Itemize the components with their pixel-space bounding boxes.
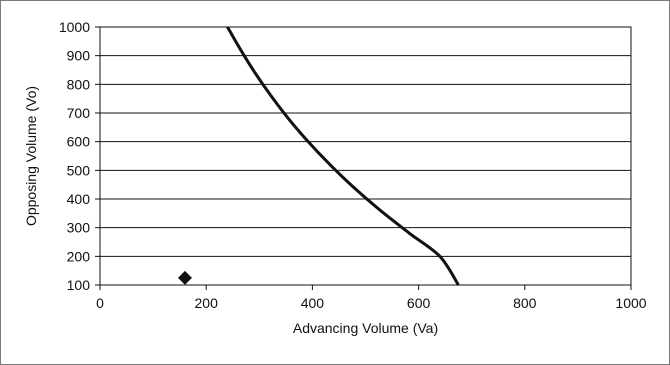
y-tick-label-1000: 1000: [59, 19, 90, 35]
x-tick-label-200: 200: [195, 295, 219, 311]
data-point-diamond-0: [177, 270, 192, 285]
x-tick-label-400: 400: [301, 295, 325, 311]
x-axis-title: Advancing Volume (Va): [293, 320, 438, 336]
y-tick-label-300: 300: [67, 220, 91, 236]
y-tick-label-700: 700: [67, 105, 91, 121]
y-axis-title: Opposing Volume (Vo): [23, 86, 39, 226]
x-axis-ticks: 0 200 400 600 800 1000: [96, 285, 647, 311]
y-tick-label-200: 200: [67, 248, 91, 264]
series-curve-line: [226, 26, 460, 286]
series-layer: [177, 26, 460, 286]
y-tick-label-100: 100: [67, 277, 91, 293]
plot-area: [99, 26, 632, 286]
y-axis-ticks: 100 200 300 400 500 600 700 800 900 1000: [59, 19, 100, 293]
y-tick-label-500: 500: [67, 162, 91, 178]
x-tick-label-0: 0: [96, 295, 104, 311]
x-tick-label-800: 800: [513, 295, 537, 311]
y-tick-label-400: 400: [67, 191, 91, 207]
y-tick-label-900: 900: [67, 48, 91, 64]
x-tick-label-600: 600: [407, 295, 431, 311]
y-tick-label-800: 800: [67, 76, 91, 92]
y-tick-label-600: 600: [67, 134, 91, 150]
x-tick-label-1000: 1000: [615, 295, 646, 311]
